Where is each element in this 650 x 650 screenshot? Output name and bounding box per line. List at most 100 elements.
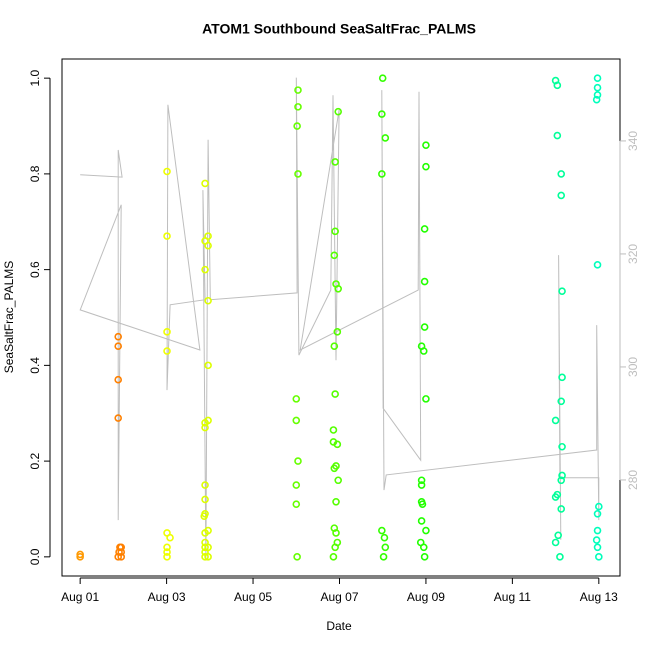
y-tick-label: 1.0 xyxy=(28,69,42,86)
y2-tick-label: 340 xyxy=(626,131,640,151)
point xyxy=(294,170,302,178)
point xyxy=(558,287,566,295)
point xyxy=(592,536,601,544)
point xyxy=(114,414,122,422)
point xyxy=(551,416,560,425)
x-axis-title: Date xyxy=(326,619,352,633)
point xyxy=(558,442,566,451)
point xyxy=(114,375,122,384)
point xyxy=(204,553,212,561)
point xyxy=(554,531,562,540)
point xyxy=(329,553,338,561)
y-tick-label: 0.2 xyxy=(28,452,42,469)
point xyxy=(292,481,301,489)
y-tick-label: 0.8 xyxy=(28,165,42,182)
y2-tick-label: 280 xyxy=(626,470,640,490)
point xyxy=(163,328,171,336)
point xyxy=(334,107,342,116)
point xyxy=(201,495,209,504)
point xyxy=(204,241,212,250)
point xyxy=(201,543,209,552)
point xyxy=(163,548,171,556)
point xyxy=(557,191,566,200)
y-tick-label: 0.6 xyxy=(28,261,42,278)
point xyxy=(117,548,126,556)
y-axis-title: SeaSaltFrac_PALMS xyxy=(2,261,16,374)
point xyxy=(334,284,342,293)
point xyxy=(593,526,602,535)
point xyxy=(557,505,566,513)
point xyxy=(204,526,212,535)
point xyxy=(204,296,212,305)
point xyxy=(417,476,426,485)
point xyxy=(595,502,603,511)
point xyxy=(204,361,212,370)
point xyxy=(204,416,212,425)
point xyxy=(76,553,84,561)
point xyxy=(334,476,342,485)
point xyxy=(557,476,566,485)
point xyxy=(294,457,302,465)
point xyxy=(333,440,342,449)
point xyxy=(330,342,339,351)
point xyxy=(330,251,339,260)
point xyxy=(595,553,603,561)
point xyxy=(593,261,602,269)
point xyxy=(331,227,339,236)
point xyxy=(201,481,209,489)
point xyxy=(558,373,566,382)
point xyxy=(419,347,428,355)
point xyxy=(331,543,339,552)
point xyxy=(420,553,429,561)
point xyxy=(201,423,209,432)
point xyxy=(166,533,174,542)
x-tick-label: Aug 05 xyxy=(234,590,272,604)
point xyxy=(378,110,386,118)
y-tick-label: 0.4 xyxy=(28,357,42,374)
point xyxy=(163,167,171,176)
x-tick-label: Aug 01 xyxy=(61,590,99,604)
x-tick-label: Aug 03 xyxy=(148,590,186,604)
point xyxy=(330,464,339,473)
x-tick-label: Aug 09 xyxy=(407,590,445,604)
point xyxy=(117,553,126,561)
y2-tick-label: 300 xyxy=(626,357,640,377)
point xyxy=(201,179,209,188)
point xyxy=(378,526,386,535)
point xyxy=(201,553,209,561)
point xyxy=(592,95,601,104)
point xyxy=(420,225,429,233)
point xyxy=(378,74,387,82)
point xyxy=(201,265,209,274)
point xyxy=(292,500,301,508)
point xyxy=(593,509,602,518)
point xyxy=(422,141,430,149)
plot-frame xyxy=(61,58,621,577)
point xyxy=(329,426,338,434)
point xyxy=(200,512,209,520)
point xyxy=(163,553,171,561)
point xyxy=(163,543,171,552)
x-tick-label: Aug 13 xyxy=(580,590,618,604)
point xyxy=(331,390,339,398)
point xyxy=(593,543,602,552)
point xyxy=(293,122,301,130)
x-tick-label: Aug 07 xyxy=(320,590,358,604)
x-tick-label: Aug 11 xyxy=(494,590,531,604)
point xyxy=(422,526,430,535)
point xyxy=(204,543,212,552)
point xyxy=(163,232,171,240)
point xyxy=(379,553,388,561)
point xyxy=(593,91,602,99)
point xyxy=(551,538,560,547)
point xyxy=(114,342,122,351)
point xyxy=(292,416,301,425)
point xyxy=(294,103,302,111)
point xyxy=(422,162,430,171)
point xyxy=(420,323,429,331)
point xyxy=(293,553,301,561)
point xyxy=(292,395,301,403)
point xyxy=(380,533,389,542)
point xyxy=(381,134,390,142)
point xyxy=(204,232,212,240)
